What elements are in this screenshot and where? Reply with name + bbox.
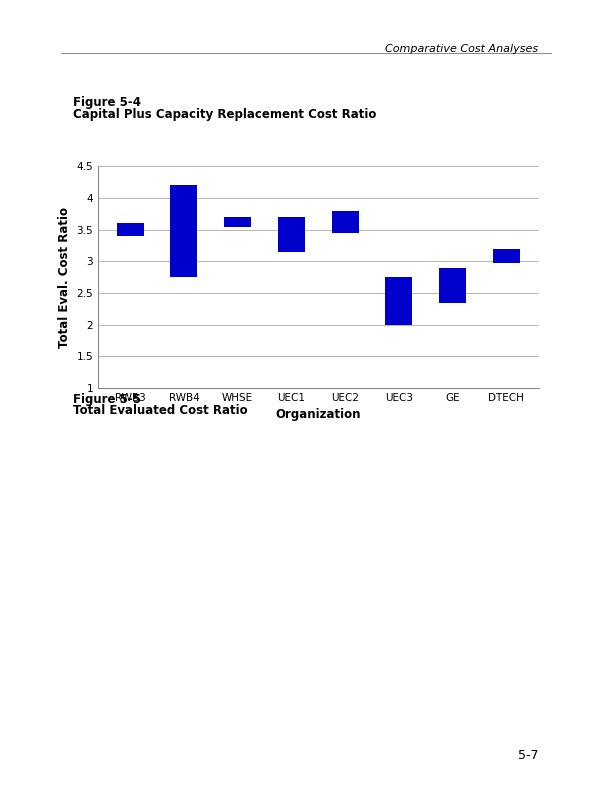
Text: 5-7: 5-7	[518, 749, 539, 762]
Bar	[278, 217, 305, 252]
Bar	[386, 277, 412, 325]
Text: Figure 5-5: Figure 5-5	[73, 393, 141, 406]
Text: Comparative Cost Analyses: Comparative Cost Analyses	[386, 44, 539, 54]
Bar	[117, 223, 144, 236]
Bar	[224, 217, 251, 227]
Text: Total Evaluated Cost Ratio: Total Evaluated Cost Ratio	[73, 405, 248, 417]
Bar	[493, 249, 520, 263]
X-axis label: Organization: Organization	[275, 409, 361, 421]
Y-axis label: Total Eval. Cost Ratio: Total Eval. Cost Ratio	[58, 207, 71, 348]
Bar	[171, 185, 197, 277]
Text: Capital Plus Capacity Replacement Cost Ratio: Capital Plus Capacity Replacement Cost R…	[73, 109, 377, 121]
Bar	[332, 211, 359, 233]
Text: Figure 5-4: Figure 5-4	[73, 97, 141, 109]
Bar	[439, 268, 466, 303]
